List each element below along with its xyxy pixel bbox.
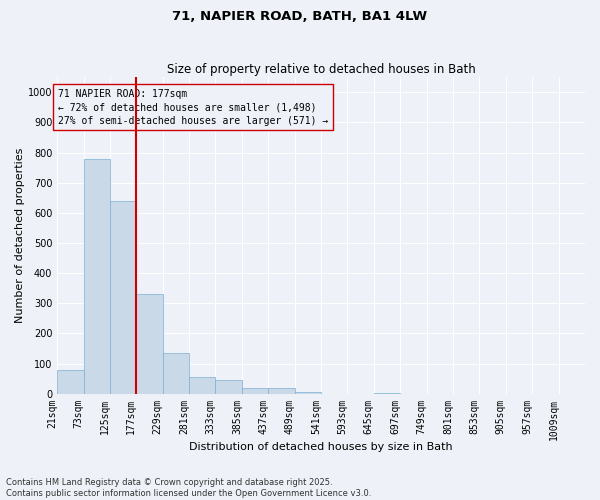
Bar — [57, 370, 83, 394]
Bar — [242, 388, 268, 394]
Bar — [83, 158, 110, 394]
Bar — [136, 294, 163, 394]
Title: Size of property relative to detached houses in Bath: Size of property relative to detached ho… — [167, 63, 475, 76]
Y-axis label: Number of detached properties: Number of detached properties — [15, 148, 25, 323]
Text: Contains HM Land Registry data © Crown copyright and database right 2025.
Contai: Contains HM Land Registry data © Crown c… — [6, 478, 371, 498]
X-axis label: Distribution of detached houses by size in Bath: Distribution of detached houses by size … — [189, 442, 453, 452]
Bar — [189, 377, 215, 394]
Bar — [163, 353, 189, 394]
Text: 71 NAPIER ROAD: 177sqm
← 72% of detached houses are smaller (1,498)
27% of semi-: 71 NAPIER ROAD: 177sqm ← 72% of detached… — [58, 89, 328, 126]
Text: 71, NAPIER ROAD, BATH, BA1 4LW: 71, NAPIER ROAD, BATH, BA1 4LW — [172, 10, 428, 23]
Bar — [268, 388, 295, 394]
Bar — [295, 392, 321, 394]
Bar — [374, 393, 400, 394]
Bar — [110, 201, 136, 394]
Bar — [215, 380, 242, 394]
